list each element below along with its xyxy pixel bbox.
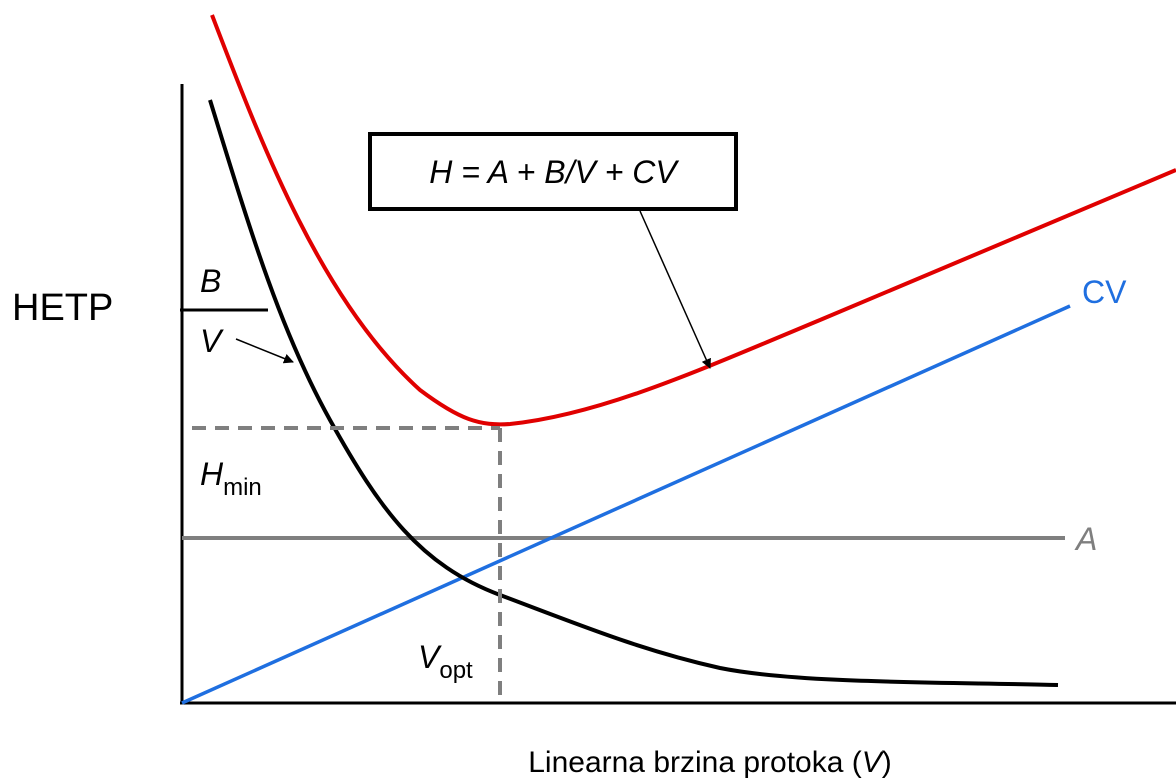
b-term-arrow bbox=[235, 338, 294, 364]
x-label-close: ) bbox=[882, 746, 892, 779]
h-min-base: H bbox=[200, 456, 224, 492]
h-min-sub: min bbox=[223, 474, 262, 501]
equation: H = A + B/V + CV bbox=[429, 154, 679, 190]
cv-term-line bbox=[181, 304, 1071, 705]
a-label: A bbox=[1074, 521, 1097, 557]
v-opt-sub: opt bbox=[439, 657, 473, 684]
equation-arrow bbox=[639, 210, 711, 369]
x-label-text: Linearna brzina protoka ( bbox=[528, 746, 862, 779]
b-denominator: V bbox=[200, 323, 224, 359]
b-numerator: B bbox=[200, 263, 221, 299]
v-opt-base: V bbox=[418, 639, 442, 675]
y-axis-label: HETP bbox=[12, 287, 113, 329]
x-label-var: V bbox=[862, 746, 885, 779]
cv-label: CV bbox=[1082, 274, 1127, 310]
equation-box bbox=[368, 132, 738, 211]
x-axis-label: Linearna brzina protoka (V) bbox=[528, 746, 892, 779]
v-opt-label: Vopt bbox=[418, 639, 473, 684]
h-min-label: Hmin bbox=[200, 456, 262, 501]
h-curve bbox=[210, 14, 1176, 427]
